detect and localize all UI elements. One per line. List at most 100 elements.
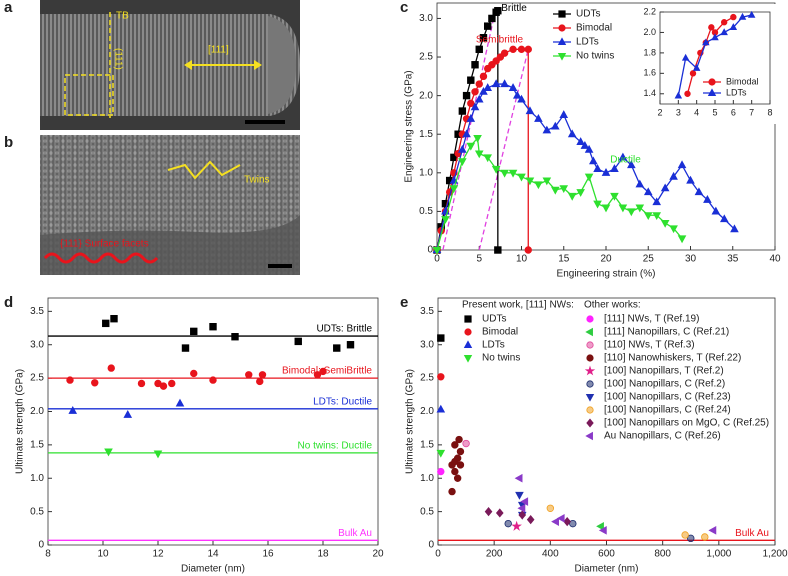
marker — [738, 12, 747, 20]
marker — [479, 86, 488, 95]
marker — [500, 79, 509, 88]
legend-label: [110] Nanowhiskers, T (Ref.22) — [604, 353, 741, 364]
marker — [576, 137, 585, 145]
marker — [494, 7, 502, 15]
marker — [525, 106, 535, 115]
y-tick-label: 1.8 — [643, 47, 656, 57]
x-tick-label: 5 — [712, 107, 717, 117]
marker — [175, 398, 185, 407]
marker — [694, 187, 704, 196]
x-tick-label: 4 — [694, 107, 699, 117]
marker — [660, 219, 670, 228]
x-tick-label: 40 — [769, 254, 781, 265]
marker — [453, 474, 462, 482]
legend-label: [100] Nanopillars, C (Ref.23) — [604, 392, 731, 403]
marker — [702, 38, 710, 46]
marker — [467, 99, 475, 108]
marker — [556, 513, 565, 523]
marker — [123, 410, 133, 418]
x-tick-label: 6 — [731, 107, 736, 117]
marker — [436, 449, 446, 458]
y-tick-label: 0.5 — [419, 206, 433, 217]
marker — [458, 158, 467, 167]
marker — [557, 53, 567, 61]
y-tick-label: 3.0 — [30, 339, 44, 350]
reference-label: Bulk Au — [735, 528, 769, 539]
image-a — [40, 0, 300, 130]
panel-label: a — [4, 0, 13, 16]
marker — [517, 94, 526, 103]
marker — [729, 23, 738, 30]
inset-background — [634, 4, 776, 124]
marker — [720, 19, 728, 26]
y-tick-label: 1.0 — [30, 473, 44, 484]
marker — [437, 467, 445, 476]
y-tick-label: 2.0 — [420, 406, 434, 417]
marker — [669, 225, 678, 234]
marker — [708, 78, 716, 86]
marker — [68, 406, 78, 414]
marker — [681, 531, 689, 539]
marker — [495, 508, 504, 518]
x-tick-label: 10 — [97, 549, 109, 560]
y-tick-label: 0.5 — [420, 506, 434, 517]
marker — [525, 177, 535, 186]
marker — [584, 144, 594, 153]
x-tick-label: 2 — [657, 107, 662, 117]
x-tick-label: 16 — [262, 549, 274, 560]
image-annotation: (111) — [112, 48, 123, 70]
marker — [660, 183, 670, 192]
marker — [437, 373, 445, 381]
x-tick-label: 3 — [676, 107, 681, 117]
legend-title: Other works: — [584, 300, 641, 311]
reference-label: Bulk Au — [338, 528, 372, 539]
annotation: Ductile — [610, 154, 641, 165]
marker — [601, 204, 611, 213]
marker — [703, 195, 712, 203]
marker — [441, 216, 450, 224]
marker — [153, 450, 163, 459]
x-tick-label: 400 — [542, 549, 559, 560]
marker — [473, 135, 482, 143]
marker — [333, 344, 341, 352]
marker — [627, 208, 636, 217]
marker — [569, 520, 577, 528]
image-annotation: {111} Surface facets — [60, 239, 149, 250]
marker — [585, 327, 593, 337]
marker — [453, 454, 462, 462]
panel-label: d — [4, 294, 13, 311]
x-tick-label: 20 — [372, 549, 384, 560]
marker — [190, 327, 198, 336]
marker — [483, 83, 493, 91]
marker — [643, 187, 653, 196]
marker — [475, 80, 483, 88]
marker — [550, 121, 560, 130]
marker — [559, 185, 569, 194]
marker — [231, 333, 239, 341]
marker — [508, 83, 518, 91]
marker — [504, 520, 512, 528]
marker — [483, 22, 492, 30]
y-tick-label: 1.0 — [419, 167, 433, 178]
marker — [168, 379, 176, 388]
y-tick-label: 2.0 — [419, 90, 433, 101]
annotation: Semibrittle — [476, 35, 524, 46]
x-tick-label: 200 — [486, 549, 503, 560]
legend-label: [100] Nanopillars, T (Ref.2) — [604, 366, 724, 377]
marker — [258, 371, 267, 379]
marker — [708, 24, 715, 31]
annotation: Brittle — [501, 3, 527, 14]
marker — [720, 28, 728, 36]
marker — [451, 467, 459, 476]
marker — [483, 154, 493, 163]
y-tick-label: 2.0 — [30, 406, 44, 417]
x-axis-label: Diameter (nm) — [575, 564, 639, 575]
marker — [627, 160, 636, 169]
marker — [520, 497, 529, 506]
marker — [509, 45, 517, 54]
marker — [494, 246, 502, 254]
y-tick-label: 2.2 — [643, 6, 656, 16]
marker — [711, 206, 721, 215]
marker — [436, 404, 446, 413]
